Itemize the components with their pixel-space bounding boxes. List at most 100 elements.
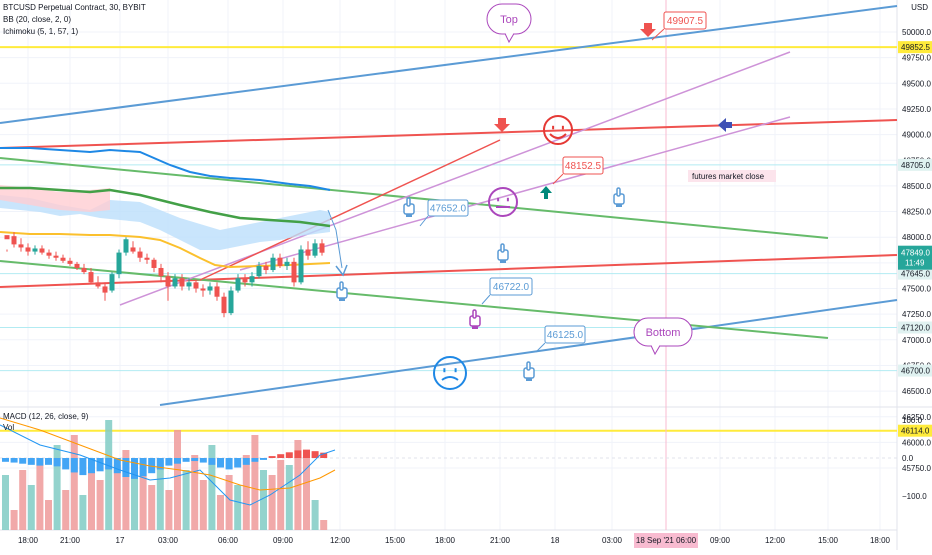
macd-histogram-bar bbox=[217, 458, 224, 468]
candle-body bbox=[32, 248, 38, 252]
price-badge-text: 48705.0 bbox=[901, 161, 930, 170]
bubble-top[interactable]: Top bbox=[486, 3, 532, 44]
hand-pointer-icon-finger bbox=[339, 281, 344, 291]
price-label-49907[interactable]: 49907.5 bbox=[663, 11, 707, 30]
volume-bar bbox=[242, 455, 250, 530]
time-tick-label: 03:00 bbox=[158, 536, 179, 545]
candle-body bbox=[74, 263, 80, 268]
macd-histogram-bar bbox=[277, 454, 285, 458]
bb-legend[interactable]: BB (20, close, 2, 0) bbox=[3, 14, 71, 25]
macd-histogram-bar bbox=[242, 458, 250, 465]
macd-histogram-bar bbox=[88, 458, 95, 474]
trend-line bbox=[0, 157, 829, 239]
price-label-48152[interactable]: 48152.5 bbox=[562, 156, 604, 175]
indicator-tick-label: 100.0 bbox=[902, 416, 923, 425]
bubble-bottom-text: Bottom bbox=[646, 327, 681, 339]
wink-face-icon-outline bbox=[433, 356, 467, 390]
price-badge bbox=[898, 424, 932, 437]
candle-body bbox=[277, 257, 283, 266]
candle-body bbox=[95, 282, 101, 287]
price-tick-label: 47500.0 bbox=[902, 285, 931, 294]
volume-bar bbox=[156, 460, 164, 530]
macd-histogram-bar bbox=[208, 458, 216, 465]
current-price-badge bbox=[898, 245, 932, 270]
time-tick-label: 12:00 bbox=[765, 536, 786, 545]
volume-bar bbox=[36, 460, 44, 530]
macd-histogram-bar bbox=[105, 458, 113, 470]
macd-histogram-bar bbox=[36, 458, 44, 466]
candle-body bbox=[25, 247, 31, 252]
candle-body bbox=[4, 235, 10, 240]
candle-body bbox=[207, 286, 213, 291]
price-tick-label: 46250.0 bbox=[902, 413, 931, 422]
volume-bar bbox=[174, 430, 181, 530]
volume-bar bbox=[251, 435, 259, 530]
volume-bar bbox=[311, 500, 319, 530]
macd-histogram-bar bbox=[199, 458, 207, 463]
volume-bar bbox=[277, 460, 285, 530]
hand-pointer-icon-finger bbox=[472, 309, 477, 319]
bubble-bottom-shape bbox=[633, 317, 693, 347]
volume-bar bbox=[148, 485, 156, 530]
price-tick-label: 47250.0 bbox=[902, 310, 931, 319]
price-tick-label: 49500.0 bbox=[902, 79, 931, 88]
candle-body bbox=[186, 282, 192, 287]
price-axis: 50000.049750.049500.049250.049000.048750… bbox=[898, 28, 932, 473]
macd-histogram-bar bbox=[139, 458, 147, 477]
currency-label[interactable]: USD bbox=[911, 3, 928, 12]
price-label-46722[interactable]: 46722.0 bbox=[489, 277, 533, 296]
macd-histogram-bar bbox=[285, 452, 293, 458]
price-tick-label: 47000.0 bbox=[902, 336, 931, 345]
macd-legend[interactable]: MACD (12, 26, close, 9) bbox=[3, 411, 88, 422]
candle-body bbox=[319, 243, 325, 253]
macd-histogram-bar bbox=[27, 458, 35, 465]
price-badge-text: 47645.0 bbox=[901, 270, 930, 279]
symbol-legend[interactable]: BTCUSD Perpetual Contract, 30, BYBIT bbox=[3, 2, 146, 13]
macd-histogram-bar bbox=[53, 458, 61, 467]
hand-pointer-icon bbox=[403, 197, 415, 217]
price-label-46125[interactable]: 46125.0 bbox=[544, 325, 586, 344]
volume-bar bbox=[79, 495, 87, 530]
wink-face-icon-mouth bbox=[441, 376, 459, 381]
macd-histogram-bar bbox=[131, 458, 138, 479]
volume-bar bbox=[53, 445, 61, 530]
vol-indicator-label: Vol bbox=[3, 423, 15, 432]
macd-pane bbox=[0, 417, 897, 530]
neutral-face-icon-outline bbox=[488, 187, 518, 217]
volume-bar bbox=[234, 485, 242, 530]
volume-bar bbox=[122, 450, 130, 530]
volume-bar bbox=[320, 520, 328, 530]
price-badge-text: 46114.0 bbox=[901, 427, 930, 436]
candle-body bbox=[305, 249, 311, 256]
hand-pointer-icon-cuff bbox=[339, 298, 345, 301]
time-tick-label: 06:00 bbox=[218, 536, 239, 545]
candle-body bbox=[102, 286, 108, 293]
drawing-icons bbox=[336, 23, 732, 390]
time-axis: 18:00 21:00 17 03:00 06:00 09:00 12:00 15:00 18:… bbox=[18, 533, 891, 548]
candle-body bbox=[123, 239, 129, 253]
trend-line bbox=[0, 5, 898, 124]
vol-legend[interactable]: Vol bbox=[3, 422, 14, 433]
macd-histogram-bar bbox=[182, 458, 190, 462]
macd-histogram-bar bbox=[303, 449, 310, 458]
ichimoku-base-line bbox=[0, 186, 331, 228]
macd-histogram-bar bbox=[294, 450, 302, 458]
price-tick-label: 48250.0 bbox=[902, 208, 931, 217]
horizontal-levels bbox=[0, 46, 897, 432]
hand-pointer-icon-finger bbox=[500, 243, 505, 253]
time-tick-label: 15:00 bbox=[818, 536, 839, 545]
price-tick-label: 49750.0 bbox=[902, 54, 931, 63]
macd-histogram-bar bbox=[2, 458, 9, 462]
time-tick-label: 18 bbox=[551, 536, 560, 545]
price-label-46125-box bbox=[544, 325, 586, 344]
candle-body bbox=[270, 257, 276, 271]
bubble-bottom[interactable]: Bottom bbox=[633, 317, 693, 356]
price-label-47652[interactable]: 47652.0 bbox=[427, 199, 469, 217]
indicator-lines bbox=[0, 147, 331, 269]
date-highlight-text: 18 Sep '21 06:00 bbox=[636, 536, 697, 545]
macd-histogram-bar bbox=[96, 458, 104, 472]
ichimoku-legend[interactable]: Ichimoku (5, 1, 57, 1) bbox=[3, 26, 78, 37]
indicator-tick-label: −100.0 bbox=[902, 492, 927, 501]
